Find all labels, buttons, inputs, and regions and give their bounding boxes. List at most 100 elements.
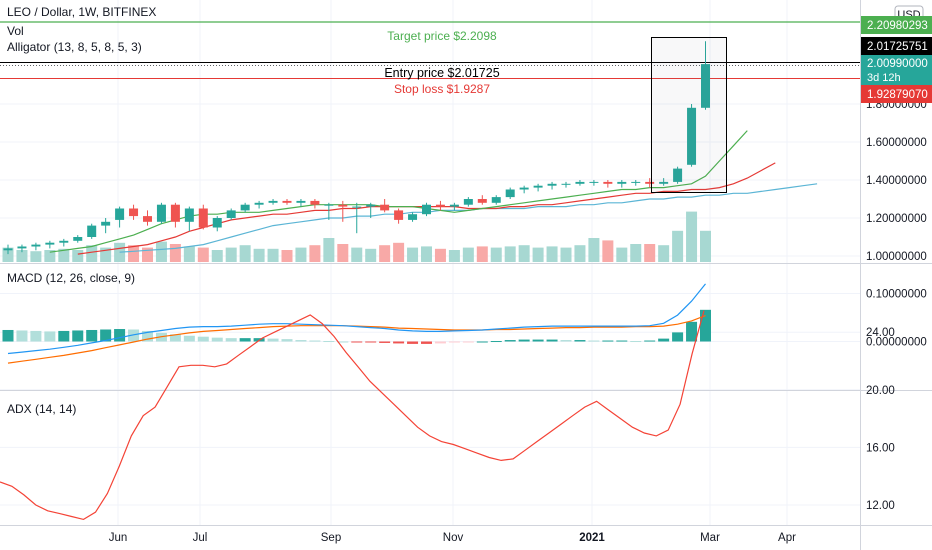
- candlesticks: [3, 41, 710, 255]
- candle-body: [352, 206, 362, 208]
- volume-bar: [365, 248, 377, 262]
- volume-bar: [434, 248, 446, 262]
- volume-bar: [351, 247, 363, 262]
- volume-bar: [267, 248, 279, 262]
- current-price-badge: 2.00990000 3d 12h: [861, 55, 932, 87]
- candle-body: [296, 200, 306, 203]
- price-tick-label: 1.60000000: [866, 137, 927, 149]
- volume-bar: [197, 247, 209, 262]
- macd-histogram-bar: [490, 341, 502, 343]
- macd-histogram-bar: [546, 339, 558, 342]
- macd-histogram-bar: [351, 341, 363, 343]
- macd-histogram-bar: [295, 340, 307, 342]
- macd-histogram-bar: [532, 339, 544, 342]
- candle-body: [463, 199, 473, 205]
- macd-indicator: [2, 283, 711, 364]
- candle-body: [435, 204, 445, 207]
- adx-tick-label: 20.00: [866, 385, 895, 397]
- candle-body: [505, 189, 515, 198]
- candle-body: [394, 210, 404, 220]
- time-tick-label: Jun: [109, 532, 128, 544]
- stop-loss-annotation[interactable]: Stop loss $1.9287: [394, 82, 490, 96]
- macd-histogram-bar: [72, 330, 84, 342]
- volume-bar: [644, 244, 656, 262]
- candle-body: [366, 204, 376, 207]
- volume-legend[interactable]: Vol: [7, 24, 24, 38]
- macd-histogram-bar: [44, 331, 56, 342]
- volume-bar: [407, 247, 419, 262]
- volume-bar: [532, 247, 544, 262]
- macd-histogram-bar: [142, 330, 153, 342]
- candle-body: [645, 181, 655, 184]
- candle-body: [603, 181, 613, 184]
- time-tick-label: Jul: [193, 532, 208, 544]
- macd-histogram-bar: [100, 329, 112, 342]
- volume-bar: [142, 247, 153, 262]
- volume-bar: [504, 246, 516, 262]
- volume-bar: [72, 250, 84, 262]
- time-axis[interactable]: Jun Jul Sep Nov 2021 Mar Apr: [109, 532, 796, 544]
- macd-histogram-bar: [574, 340, 586, 342]
- adx-tick-label: 16.00: [866, 442, 895, 454]
- macd-histogram-bar: [560, 340, 572, 342]
- adx-tick-label: 24.00: [866, 327, 895, 339]
- volume-bar: [211, 250, 223, 262]
- candle-body: [129, 208, 139, 217]
- candle-body: [101, 221, 111, 226]
- highlight-rectangle[interactable]: [651, 37, 727, 193]
- candle-body: [575, 181, 585, 184]
- volume-bar: [546, 246, 558, 262]
- candle-body: [701, 64, 710, 108]
- volume-bars: [2, 211, 711, 262]
- time-tick-label: Nov: [443, 532, 464, 544]
- volume-bar: [169, 244, 181, 262]
- candle-body: [226, 210, 236, 218]
- candle-body: [282, 200, 292, 203]
- volume-bar: [462, 247, 474, 262]
- target-price-annotation[interactable]: Target price $2.2098: [387, 29, 497, 43]
- candle-body: [519, 187, 529, 190]
- adx-legend[interactable]: ADX (14, 14): [7, 402, 76, 416]
- candle-body: [673, 168, 683, 182]
- macd-histogram-bar: [58, 330, 70, 342]
- adx-indicator: [0, 310, 705, 521]
- symbol-title[interactable]: LEO / Dollar, 1W, BITFINEX: [7, 5, 156, 19]
- volume-bar: [630, 244, 642, 262]
- candle-body: [631, 181, 641, 183]
- candle-body: [184, 208, 194, 222]
- macd-histogram-bar: [602, 340, 614, 342]
- macd-histogram-bar: [644, 340, 656, 342]
- volume-bar: [225, 247, 237, 262]
- macd-histogram-bar: [169, 334, 181, 342]
- macd-histogram-bar: [183, 335, 195, 342]
- candle-body: [87, 225, 97, 237]
- macd-histogram-bar: [616, 340, 628, 342]
- macd-histogram-bar: [337, 341, 349, 343]
- candle-body: [659, 181, 669, 184]
- macd-histogram-bar: [393, 341, 405, 344]
- candle-body: [324, 204, 334, 206]
- volume-bar: [58, 248, 70, 262]
- candle-body: [59, 240, 69, 243]
- volume-bar: [2, 247, 14, 262]
- volume-bar: [114, 242, 126, 262]
- candle-body: [477, 199, 487, 203]
- candle-body: [268, 200, 278, 203]
- macd-legend[interactable]: MACD (12, 26, close, 9): [7, 271, 135, 285]
- volume-bar: [309, 245, 321, 262]
- entry-price-annotation[interactable]: Entry price $2.01725: [384, 66, 499, 80]
- macd-histogram-bar: [86, 329, 98, 342]
- macd-histogram-bar: [504, 340, 516, 342]
- candle-body: [561, 183, 571, 185]
- adx-tick-label: 12.00: [866, 500, 895, 512]
- macd-histogram-bar: [658, 338, 670, 342]
- volume-bar: [588, 238, 600, 262]
- macd-histogram-bar: [128, 329, 140, 342]
- candle-body: [73, 237, 83, 241]
- macd-histogram-bar: [700, 309, 711, 342]
- volume-bar: [323, 238, 335, 262]
- candle-body: [449, 204, 459, 207]
- alligator-legend[interactable]: Alligator (13, 8, 5, 8, 5, 3): [7, 40, 142, 54]
- macd-histogram-bar: [267, 338, 279, 342]
